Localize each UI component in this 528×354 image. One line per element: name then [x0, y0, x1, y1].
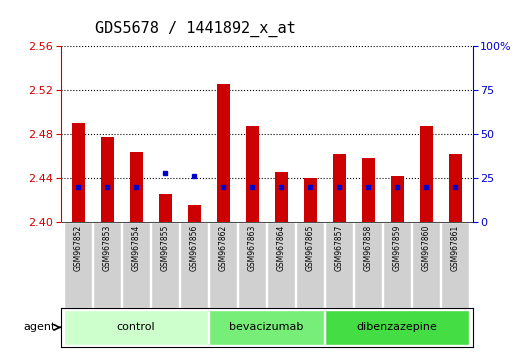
Text: GSM967863: GSM967863 [248, 224, 257, 271]
Bar [151, 222, 179, 308]
Bar [304, 178, 317, 222]
Bar [275, 172, 288, 222]
Text: agent: agent [23, 322, 55, 332]
Bar [64, 222, 92, 308]
Text: control: control [117, 321, 155, 332]
Bar [64, 310, 208, 345]
Bar [187, 205, 201, 222]
Bar [296, 222, 324, 308]
Bar [209, 310, 324, 345]
Bar [72, 123, 84, 222]
Text: GSM967864: GSM967864 [277, 224, 286, 271]
Bar [449, 154, 461, 222]
Text: GSM967854: GSM967854 [131, 224, 140, 271]
Text: GSM967861: GSM967861 [451, 224, 460, 271]
Text: GSM967852: GSM967852 [73, 224, 82, 271]
Bar [238, 222, 266, 308]
Text: GDS5678 / 1441892_x_at: GDS5678 / 1441892_x_at [95, 21, 296, 37]
Bar [158, 194, 172, 222]
Bar [246, 126, 259, 222]
Bar [354, 222, 382, 308]
Text: GSM967856: GSM967856 [190, 224, 199, 271]
Bar [101, 137, 114, 222]
Text: GSM967853: GSM967853 [102, 224, 111, 271]
Text: GSM967858: GSM967858 [364, 224, 373, 271]
Text: GSM967859: GSM967859 [393, 224, 402, 271]
Bar [333, 154, 346, 222]
Text: GSM967857: GSM967857 [335, 224, 344, 271]
Bar [180, 222, 208, 308]
Text: bevacizumab: bevacizumab [230, 321, 304, 332]
Text: GSM967862: GSM967862 [219, 224, 228, 271]
Bar [209, 222, 237, 308]
Bar [362, 158, 375, 222]
Bar [216, 85, 230, 222]
Bar [383, 222, 411, 308]
Bar [412, 222, 440, 308]
Bar [420, 126, 432, 222]
Bar [93, 222, 121, 308]
Bar [325, 310, 469, 345]
Bar [325, 222, 353, 308]
Bar [391, 176, 404, 222]
Text: GSM967855: GSM967855 [161, 224, 169, 271]
Bar [441, 222, 469, 308]
Bar [267, 222, 295, 308]
Text: GSM967865: GSM967865 [306, 224, 315, 271]
Text: GSM967860: GSM967860 [422, 224, 431, 271]
Bar [129, 152, 143, 222]
Bar [122, 222, 150, 308]
Text: dibenzazepine: dibenzazepine [357, 321, 438, 332]
